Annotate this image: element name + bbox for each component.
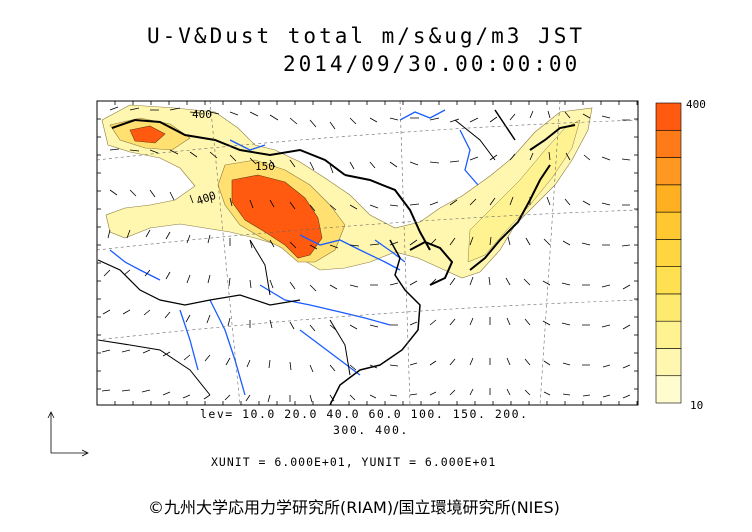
map-title: U-V&Dust total m/s&ug/m3 JST [147, 24, 586, 48]
colorbar-swatch [655, 293, 682, 322]
colorbar-min-label: 10 [690, 399, 704, 412]
colorbar [655, 102, 682, 404]
colorbar-swatch [655, 129, 682, 158]
colorbar-swatch [655, 320, 682, 349]
colorbar-swatch [655, 348, 682, 377]
colorbar-max-label: 400 [686, 98, 706, 111]
graticule [97, 101, 638, 405]
colorbar-swatch [655, 211, 682, 240]
contour-label: 150 [255, 160, 275, 173]
rivers [109, 109, 479, 396]
map-timestamp: 2014/09/30.00:00:00 [283, 52, 581, 76]
wind-vectors [101, 106, 631, 403]
contour-levels-line2: 300. 400. [333, 423, 409, 437]
copyright-notice: ©九州大学応用力学研究所(RIAM)/国立環境研究所(NIES) [148, 498, 560, 517]
contour-levels-line1: lev= 10.0 20.0 40.0 60.0 100. 150. 200. [200, 407, 529, 421]
frame-ticks [96, 100, 638, 405]
contour-label: 400 [195, 189, 218, 208]
colorbar-swatch [655, 239, 682, 267]
map-frame [96, 100, 639, 406]
vector-units: XUNIT = 6.000E+01, YUNIT = 6.000E+01 [211, 455, 497, 469]
colorbar-swatch [655, 375, 682, 404]
colorbar-swatch [655, 157, 682, 186]
colorbar-swatch [655, 184, 682, 213]
colorbar-swatch [655, 102, 682, 131]
coastlines [97, 109, 576, 405]
contour-label: 400 [192, 108, 212, 121]
reference-vector-axes [47, 411, 89, 457]
dust-region-core [129, 125, 323, 259]
colorbar-swatch [655, 266, 682, 295]
dust-region-east [467, 119, 581, 263]
